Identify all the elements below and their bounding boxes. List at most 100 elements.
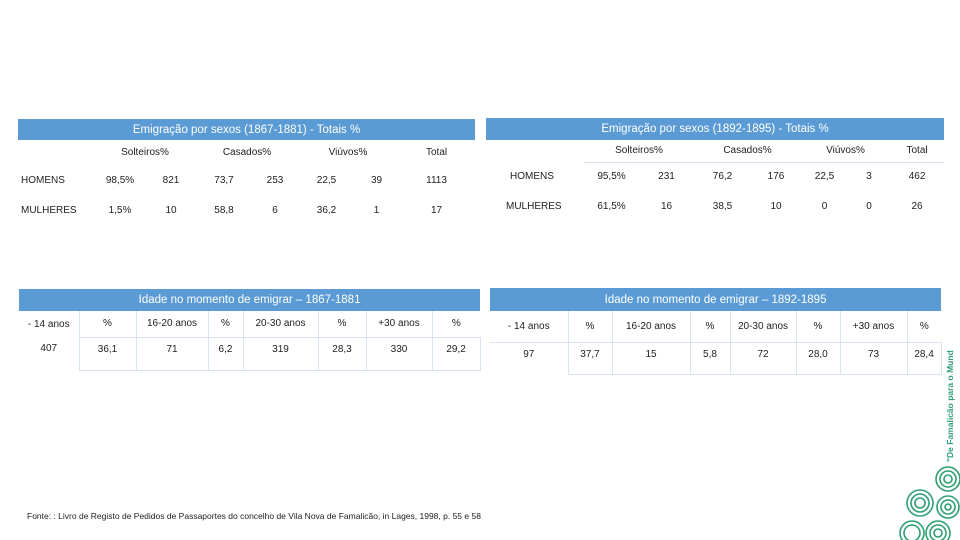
table-cell: 73 — [839, 341, 908, 375]
table-cell: 6 — [272, 204, 278, 216]
table-cell: 39 — [370, 174, 383, 186]
table-cell: 36,1 — [78, 336, 137, 371]
table-cell: 26 — [911, 201, 923, 212]
column-header: % — [207, 311, 243, 337]
table-cell: 98,5% — [105, 174, 135, 186]
emigration-by-sex-1892-1895-table: Emigração por sexos (1892-1895) - Totais… — [486, 118, 945, 222]
logo-ring — [914, 497, 926, 509]
logo-ring — [944, 503, 952, 511]
brand-logo — [899, 466, 960, 540]
group-header: Total — [425, 146, 448, 158]
logo-ring — [910, 493, 930, 513]
table-cell: 462 — [890, 161, 945, 191]
column-header: % — [689, 311, 730, 342]
group-header: Casados% — [723, 145, 772, 157]
table-cell: 16 — [660, 201, 673, 212]
column-header: % — [431, 311, 481, 337]
logo-ring — [906, 489, 934, 517]
logo-ring — [940, 499, 956, 515]
table-cell: 330 — [365, 336, 433, 371]
table-cell: 22,5 — [316, 174, 337, 186]
table-cell: 28,3 — [317, 336, 367, 371]
row-label: MULHERES — [21, 204, 77, 216]
table-cell: 37,7 — [567, 341, 613, 375]
table-cell: 72 — [729, 341, 797, 375]
table-cell: 1,5% — [108, 204, 132, 216]
column-header: 16-20 anos — [611, 311, 690, 342]
table-cell: 176 — [751, 161, 801, 191]
table-cell: 29,2 — [431, 336, 481, 371]
column-header: 20-30 anos — [729, 311, 796, 342]
table-cell: 6,2 — [207, 336, 244, 371]
table-title: Idade no momento de emigrar – 1892-1895 — [490, 288, 942, 311]
row-label-header — [486, 140, 584, 162]
table-cell: 1 — [373, 204, 380, 216]
table-cell: 71 — [135, 336, 209, 371]
logo-ring — [899, 520, 925, 540]
table-title: Idade no momento de emigrar – 1867-1881 — [19, 289, 481, 311]
table-cell: 58,8 — [214, 204, 234, 216]
row-label-header — [18, 140, 94, 164]
column-header: - 14 anos — [507, 320, 550, 332]
logo-ring — [936, 495, 960, 519]
table-cell: 28,4 — [906, 341, 942, 375]
column-header: % — [317, 311, 366, 337]
table-cell: 3 — [848, 161, 890, 191]
table-cell: 5,8 — [689, 341, 731, 375]
table-cell: 17 — [430, 204, 443, 216]
table-title: Emigração por sexos (1892-1895) - Totais… — [486, 118, 945, 140]
table-cell: 95,5% — [584, 161, 639, 191]
table-cell: 76,2 — [694, 161, 751, 191]
column-header: % — [78, 311, 136, 337]
row-label: MULHERES — [506, 201, 562, 212]
column-header: 20-30 anos — [242, 311, 318, 337]
table-cell: 36,2 — [316, 204, 337, 216]
group-header: Solteiros% — [121, 146, 169, 158]
table-cell: 28,0 — [795, 341, 841, 375]
table-cell: 0 — [866, 201, 872, 212]
table-cell: 97 — [490, 341, 568, 374]
table-cell: 10 — [165, 204, 177, 216]
logo-ring — [943, 474, 953, 484]
group-header: Viúvos% — [328, 146, 368, 158]
row-label: HOMENS — [21, 174, 65, 186]
group-header: Casados% — [222, 146, 272, 158]
logo-ring — [925, 520, 951, 540]
column-header: % — [567, 311, 612, 342]
table-cell: 407 — [40, 343, 58, 354]
table-cell: 61,5% — [597, 201, 626, 212]
table-cell: 1113 — [426, 174, 447, 186]
column-header: - 14 anos — [27, 318, 70, 330]
group-header: Solteiros% — [615, 145, 663, 157]
group-header: Viúvos% — [826, 145, 865, 157]
table-cell: 231 — [639, 161, 694, 191]
logo-ring — [929, 524, 947, 540]
logo-ring — [939, 470, 957, 488]
logo-ring — [903, 524, 921, 540]
column-header: 16-20 anos — [135, 311, 208, 337]
column-header: % — [795, 311, 840, 342]
emigration-by-sex-1867-1881-table: Emigração por sexos (1867-1881) - Totais… — [18, 119, 476, 224]
brand-tagline-text: "De Famalicão para o Mundo" — [945, 350, 955, 462]
row-label: HOMENS — [510, 171, 554, 182]
column-header: +30 anos — [365, 311, 432, 337]
age-at-emigration-1892-1895-table: Idade no momento de emigrar – 1892-1895 … — [490, 288, 942, 375]
brand-tagline: "De Famalicão para o Mundo" — [945, 350, 955, 462]
source-footnote: Fonte: : Livro de Registo de Pedidos de … — [27, 511, 481, 521]
table-cell: 10 — [770, 201, 782, 212]
table-cell: 319 — [242, 336, 319, 371]
column-header: +30 anos — [839, 311, 907, 342]
logo-ring — [933, 528, 943, 538]
table-cell: 73,7 — [214, 174, 234, 186]
table-title: Emigração por sexos (1867-1881) - Totais… — [18, 119, 476, 140]
table-cell: 821 — [162, 174, 180, 186]
age-at-emigration-1867-1881-table: Idade no momento de emigrar – 1867-1881 … — [19, 289, 481, 371]
table-cell: 253 — [266, 174, 284, 186]
table-cell: 38,5 — [712, 201, 733, 212]
column-header: % — [906, 311, 942, 342]
logo-ring — [935, 466, 960, 492]
group-header: Total — [906, 145, 928, 157]
table-cell: 22,5 — [801, 161, 848, 191]
table-cell: 15 — [611, 341, 691, 375]
table-cell: 0 — [821, 201, 828, 212]
